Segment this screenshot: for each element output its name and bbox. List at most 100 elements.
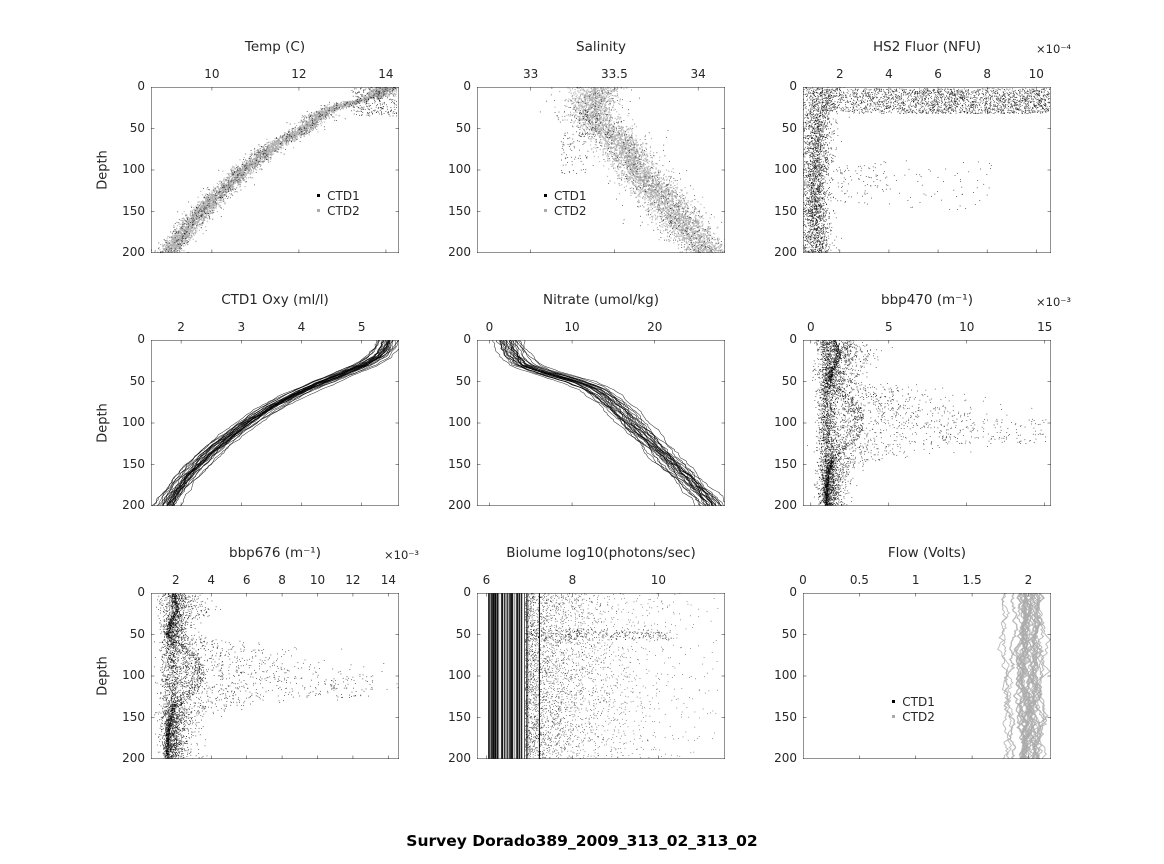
y-tick-label: 50 — [129, 626, 145, 641]
y-tick-label: 50 — [129, 120, 145, 135]
x-tick-label: 5 — [884, 320, 893, 334]
legend-entry-ctd2: CTD2 — [543, 203, 587, 218]
flow-canvas — [803, 593, 1051, 759]
legend-label: CTD2 — [327, 203, 360, 218]
chart-title: Nitrate (umol/kg) — [542, 292, 660, 308]
y-tick-label: 150 — [448, 456, 471, 471]
y-tick-label: 150 — [448, 203, 471, 218]
x-tick-label: 33 — [522, 67, 539, 81]
y-tick-label: 0 — [789, 79, 797, 93]
biolume-canvas — [477, 593, 725, 759]
x-tick-label: 12 — [291, 67, 307, 81]
y-tick-label: 200 — [774, 498, 797, 512]
y-tick-label: 150 — [122, 709, 145, 724]
x-tick-label: 0 — [485, 320, 494, 334]
legend-entry-ctd1: CTD1 — [892, 694, 935, 709]
y-axis-label: Depth — [95, 656, 111, 696]
y-tick-label: 100 — [122, 415, 145, 429]
y-tick-label: 50 — [455, 626, 471, 641]
legend-entry-ctd2: CTD2 — [892, 709, 935, 724]
y-tick-label: 50 — [781, 373, 797, 388]
y-tick-label: 100 — [448, 162, 471, 176]
chart-title: Salinity — [576, 39, 626, 55]
y-tick-label: 200 — [122, 498, 145, 512]
x-tick-label: 0 — [799, 573, 807, 587]
legend-temp: CTD1 CTD2 — [317, 188, 360, 218]
y-tick-label: 100 — [774, 668, 797, 682]
x-tick-label: 0.5 — [849, 573, 869, 587]
y-tick-label: 200 — [448, 498, 471, 512]
x-tick-label: 6 — [482, 573, 491, 587]
legend-entry-ctd1: CTD1 — [317, 188, 360, 203]
legend-label: CTD1 — [327, 188, 360, 203]
y-tick-label: 50 — [129, 373, 145, 388]
legend-marker-ctd1-dot-icon — [317, 194, 321, 198]
y-tick-label: 0 — [137, 332, 145, 346]
hs2-fluor-canvas — [803, 87, 1051, 253]
y-tick-label: 100 — [448, 415, 471, 429]
x-tick-label: 8 — [983, 67, 991, 81]
y-tick-label: 150 — [774, 709, 797, 724]
chart-title: Biolume log10(photons/sec) — [506, 545, 696, 561]
legend-label: CTD1 — [553, 188, 587, 203]
subplot-salinity: Salinity 33 33.5 34 0 50 100 150 200 CTD1 CTD2 — [407, 35, 745, 277]
y-tick-label: 0 — [137, 585, 145, 599]
bbp470-canvas — [803, 340, 1051, 506]
axis-exponent-label: ×10⁻³ — [1036, 295, 1071, 309]
legend-entry-ctd1: CTD1 — [543, 188, 587, 203]
x-tick-label: 4 — [207, 573, 216, 587]
y-tick-label: 0 — [463, 79, 471, 93]
y-tick-label: 100 — [448, 668, 471, 682]
y-tick-label: 150 — [448, 709, 471, 724]
x-tick-label: 6 — [934, 67, 942, 81]
x-tick-label: 6 — [242, 573, 251, 587]
subplot-temp: Temp (C) 10 12 14 0 50 100 150 200 Depth CTD1 CTD2 — [81, 35, 419, 277]
y-tick-label: 150 — [774, 203, 797, 218]
x-tick-label: 10 — [309, 573, 326, 587]
x-tick-label: 14 — [378, 67, 394, 81]
x-tick-label: 4 — [885, 67, 893, 81]
salinity-canvas — [477, 87, 725, 253]
y-tick-label: 150 — [122, 203, 145, 218]
y-tick-label: 200 — [448, 245, 471, 259]
x-tick-label: 10 — [564, 320, 580, 334]
figure-title: Survey Dorado389_2009_313_02_313_02 — [406, 832, 758, 850]
y-tick-label: 100 — [122, 668, 145, 682]
legend-salinity: CTD1 CTD2 — [543, 188, 587, 218]
legend-label: CTD2 — [902, 709, 935, 724]
y-tick-label: 0 — [789, 332, 797, 346]
legend-marker-ctd2-dot-icon — [543, 209, 547, 213]
legend-label: CTD1 — [902, 694, 935, 709]
y-tick-label: 100 — [122, 162, 145, 176]
y-tick-label: 150 — [774, 456, 797, 471]
y-tick-label: 150 — [122, 456, 145, 471]
x-tick-label: 2 — [171, 573, 180, 587]
x-tick-label: 20 — [647, 320, 663, 334]
legend-marker-ctd1-dot-icon — [892, 700, 896, 704]
x-tick-label: 1 — [911, 573, 920, 587]
subplot-ctd1-oxy: CTD1 Oxy (ml/l) 2 3 4 5 0 50 100 150 200 Depth — [81, 288, 419, 530]
x-tick-label: 34 — [690, 67, 706, 81]
x-tick-label: 10 — [959, 320, 975, 334]
x-tick-label: 12 — [345, 573, 361, 587]
y-tick-label: 200 — [774, 751, 797, 765]
y-tick-label: 0 — [789, 585, 797, 599]
y-tick-label: 200 — [122, 751, 145, 765]
subplot-bbp470: bbp470 (m⁻¹) ×10⁻³ 0 5 10 15 0 50 100 150 200 — [733, 288, 1071, 530]
ctd1-oxy-canvas — [151, 340, 399, 506]
y-tick-label: 200 — [448, 751, 471, 765]
axis-exponent-label: ×10⁻⁴ — [1036, 42, 1071, 56]
chart-title: bbp470 (m⁻¹) — [881, 292, 973, 308]
y-tick-label: 100 — [774, 162, 797, 176]
subplot-flow: Flow (Volts) 0 0.5 1 1.5 2 0 50 100 150 200 CTD1 CTD… — [733, 541, 1071, 783]
subplot-biolume: Biolume log10(photons/sec) 6 8 10 0 50 100 150 2… — [407, 541, 745, 783]
chart-title: HS2 Fluor (NFU) — [872, 39, 982, 55]
x-tick-label: 1.5 — [962, 573, 982, 587]
chart-title: Flow (Volts) — [887, 545, 967, 561]
legend-marker-ctd2-dot-icon — [892, 715, 896, 719]
chart-title: Temp (C) — [244, 39, 306, 55]
subplot-nitrate: Nitrate (umol/kg) 0 10 20 0 50 100 150 200 — [407, 288, 745, 530]
x-tick-label: 5 — [357, 320, 366, 334]
x-tick-label: 33.5 — [601, 67, 628, 81]
y-tick-label: 200 — [122, 245, 145, 259]
